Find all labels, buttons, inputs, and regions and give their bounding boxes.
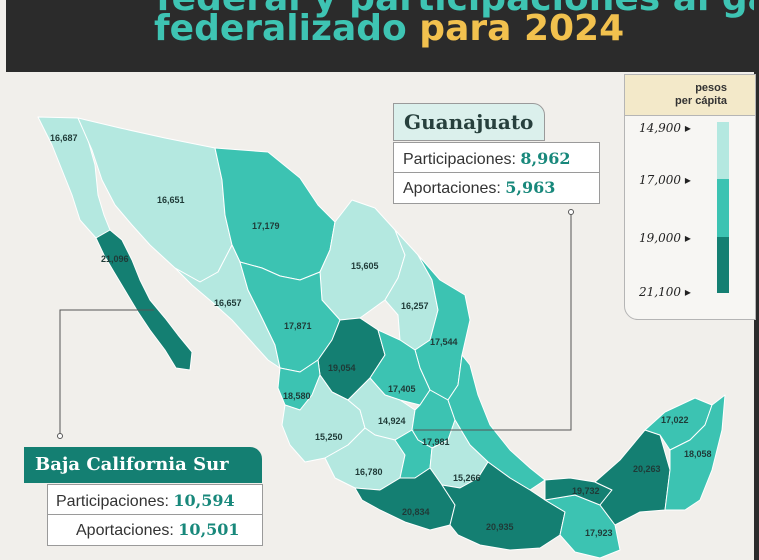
bcs-connector (59, 309, 154, 436)
bcs-connector-dot (57, 433, 63, 439)
legend-tick-4-arrow: ▸ (684, 285, 691, 299)
label-puebla: 15,266 (453, 473, 481, 483)
header-title-line1: federal y participaciones al gasto (156, 0, 754, 19)
legend-tick-1-arrow: ▸ (684, 121, 691, 135)
header-banner: federal y participaciones al gasto feder… (6, 0, 754, 72)
right-border (754, 0, 759, 560)
mexico-map: 16,687 16,651 17,179 21,096 15,605 16,65… (37, 116, 726, 559)
legend-tick-4: 21,100 ▸ (639, 285, 691, 299)
callout-guanajuato-participaciones: Participaciones: 8,962 (403, 149, 571, 169)
legend-title-line2: per cápita (675, 95, 727, 107)
label-guerrero: 20,834 (402, 507, 430, 517)
label-campeche: 20,263 (633, 464, 661, 474)
legend-header: pesos per cápita (625, 75, 755, 116)
label-yucatan: 17,022 (661, 415, 689, 425)
callout-guanajuato-title: Guanajuato (393, 103, 545, 141)
guanajuato-connector (414, 212, 572, 431)
label-nayarit: 18,580 (283, 391, 311, 401)
header-title-line2: federalizado para 2024 (154, 8, 624, 49)
label-sinaloa: 16,657 (214, 298, 242, 308)
label-jalisco: 15,250 (315, 432, 343, 442)
callout-bcs-title: Baja California Sur (24, 447, 262, 483)
label-chiapas: 17,923 (585, 528, 613, 538)
label-tamaulipas: 17,544 (430, 337, 458, 347)
state-campeche[interactable] (594, 429, 671, 526)
aportaciones-value: 10,501 (178, 520, 240, 539)
participaciones-label: Participaciones: (56, 493, 169, 510)
callout-guanajuato-aportaciones: Aportaciones: 5,963 (403, 178, 555, 198)
legend-tick-4-value: 21,100 (639, 285, 681, 299)
legend-tick-3-arrow: ▸ (684, 231, 691, 245)
legend-tick-1-value: 14,900 (639, 121, 681, 135)
state-baja-california-sur[interactable] (95, 229, 193, 371)
label-baja-california: 16,687 (50, 133, 78, 143)
label-michoacan: 16,780 (355, 467, 383, 477)
label-oaxaca: 20,935 (486, 522, 514, 532)
participaciones-label: Participaciones: (403, 151, 516, 168)
legend-tick-1: 14,900 ▸ (639, 121, 691, 135)
legend-tick-2-value: 17,000 (639, 173, 681, 187)
state-quintana-roo[interactable] (664, 394, 726, 511)
label-san-luis-potosi: 17,405 (388, 384, 416, 394)
callout-guanajuato: Guanajuato Participaciones: 8,962 Aporta… (393, 103, 600, 204)
aportaciones-label: Aportaciones: (403, 180, 501, 197)
label-sonora: 16,651 (157, 195, 185, 205)
legend-tick-2-arrow: ▸ (684, 173, 691, 187)
callout-bcs-participaciones: Participaciones: 10,594 (56, 491, 235, 511)
label-hidalgo: 17,981 (422, 437, 450, 447)
participaciones-value: 8,962 (520, 149, 571, 168)
label-nuevo-leon: 16,257 (401, 301, 429, 311)
callout-bcs-aportaciones: Aportaciones: 10,501 (76, 520, 240, 540)
participaciones-value: 10,594 (173, 491, 235, 510)
label-coahuila: 15,605 (351, 261, 379, 271)
legend-bar-light (717, 122, 729, 179)
header-title-year: para 2024 (419, 8, 625, 49)
legend-tick-3-value: 19,000 (639, 231, 681, 245)
guanajuato-connector-dot (568, 209, 574, 215)
label-guanajuato: 14,924 (378, 416, 406, 426)
label-chihuahua: 17,179 (252, 221, 280, 231)
label-baja-california-sur: 21,096 (101, 254, 129, 264)
legend-tick-2: 17,000 ▸ (639, 173, 691, 187)
aportaciones-label: Aportaciones: (76, 522, 174, 539)
label-durango: 17,871 (284, 321, 312, 331)
legend: pesos per cápita 14,900 ▸ 17,000 ▸ 19,00… (624, 74, 756, 320)
label-tabasco: 19,732 (572, 486, 600, 496)
label-quintana-roo: 18,058 (684, 449, 712, 459)
legend-bar-dark (717, 237, 729, 293)
label-zacatecas: 19,054 (328, 363, 356, 373)
callout-bcs: Baja California Sur Participaciones: 10,… (24, 447, 263, 546)
legend-bar-mid (717, 179, 729, 237)
header-title-federalizado: federalizado (154, 8, 407, 49)
aportaciones-value: 5,963 (505, 178, 556, 197)
legend-title-line1: pesos (695, 82, 727, 94)
callout-bcs-divider (48, 514, 262, 515)
callout-guanajuato-divider (394, 172, 599, 173)
legend-tick-3: 19,000 ▸ (639, 231, 691, 245)
